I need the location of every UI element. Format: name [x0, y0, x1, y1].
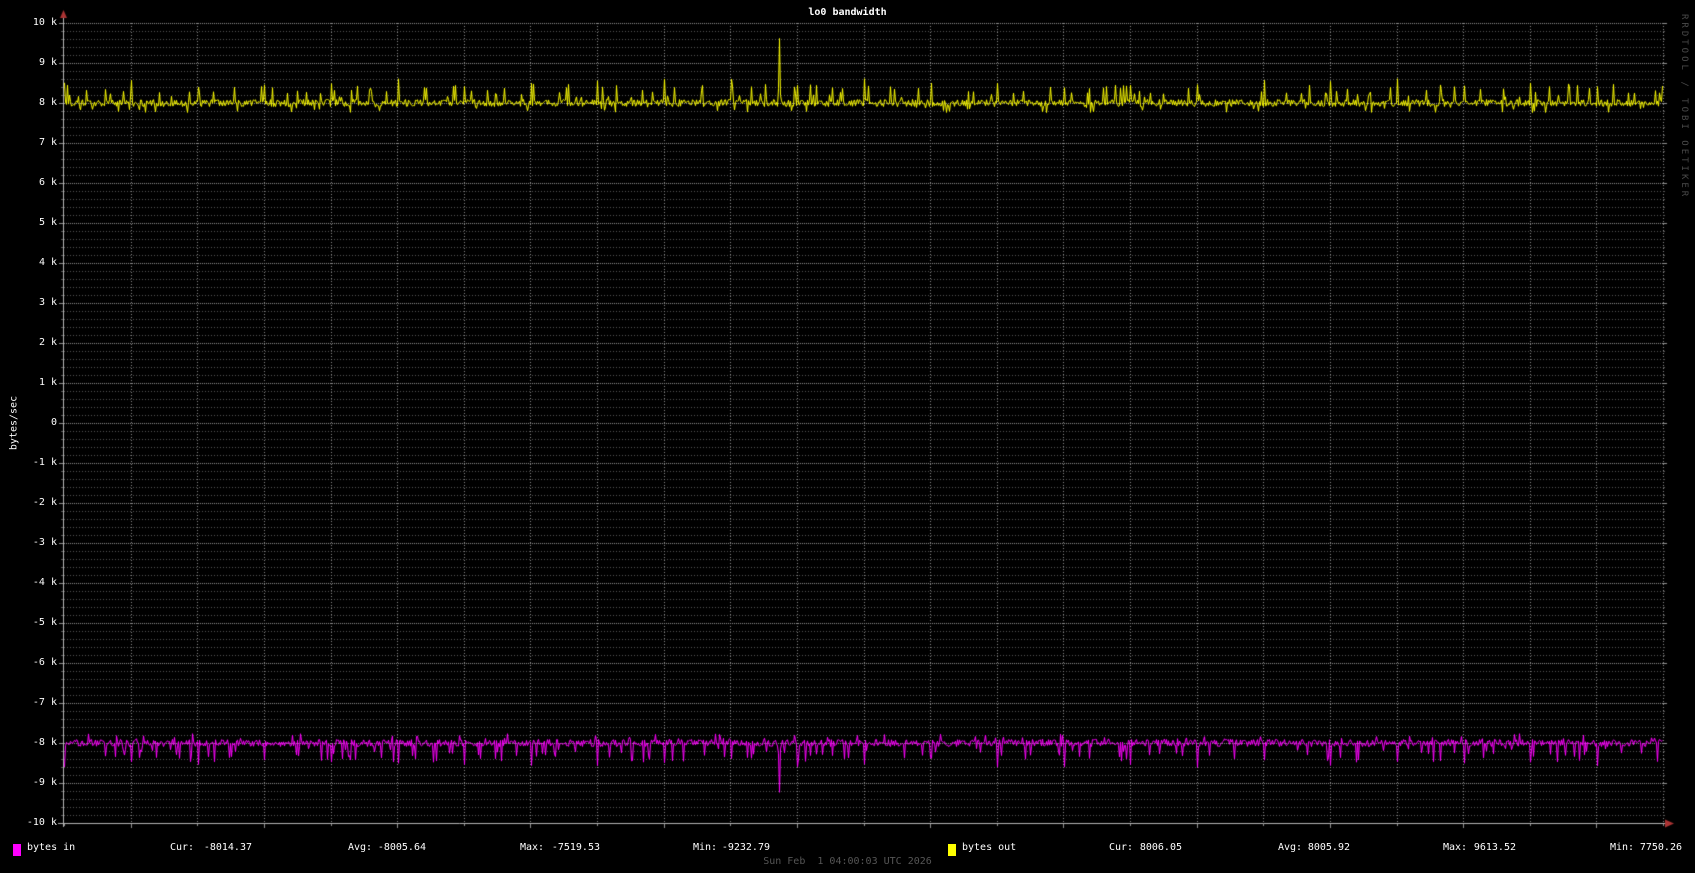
- bytes-out-swatch: [948, 844, 956, 856]
- y-tick-label: -4 k: [32, 577, 57, 588]
- y-tick-label: -1 k: [32, 457, 57, 468]
- page-title: lo0 bandwidth: [808, 7, 887, 18]
- max-value-in: -7519.53: [551, 842, 600, 853]
- y-tick-label: 0: [50, 417, 57, 428]
- y-tick-label: 8 k: [38, 97, 57, 108]
- y-tick-label: -10 k: [26, 817, 57, 828]
- cur-value-in: -8014.37: [203, 842, 252, 853]
- graph-timestamp: Sun Feb 1 04:00:03 UTC 2026: [763, 856, 932, 867]
- y-tick-label: -8 k: [32, 737, 57, 748]
- cur-label-in: Cur:: [170, 842, 195, 853]
- max-label-out: Max:: [1443, 842, 1468, 853]
- y-tick-label: -3 k: [32, 537, 57, 548]
- y-tick-label: 6 k: [38, 177, 57, 188]
- legend-bytes-out-label: bytes out: [962, 842, 1017, 853]
- min-label-in: Min:: [693, 842, 718, 853]
- avg-value-out: 8005.92: [1307, 842, 1350, 853]
- min-label-out: Min:: [1610, 842, 1635, 853]
- rrdtool-watermark: RRDTOOL / TOBI OETIKER: [1679, 14, 1689, 200]
- y-tick-label: -7 k: [32, 697, 57, 708]
- y-tick-label: 1 k: [38, 377, 57, 388]
- bytes-in-swatch: [13, 844, 21, 856]
- min-value-out: 7750.26: [1639, 842, 1682, 853]
- min-value-in: -9232.79: [721, 842, 770, 853]
- legend: bytes in Cur: -8014.37 Avg: -8005.64 Max…: [0, 842, 1695, 856]
- y-tick-label: 4 k: [38, 257, 57, 268]
- avg-label-in: Avg:: [348, 842, 373, 853]
- y-tick-label: 10 k: [32, 17, 57, 28]
- legend-bytes-in-label: bytes in: [27, 842, 76, 853]
- avg-value-in: -8005.64: [377, 842, 426, 853]
- max-label-in: Max:: [520, 842, 545, 853]
- y-tick-label: 5 k: [38, 217, 57, 228]
- y-tick-label: 7 k: [38, 137, 57, 148]
- y-tick-label: -9 k: [32, 777, 57, 788]
- cur-value-out: 8006.05: [1139, 842, 1182, 853]
- y-tick-label: -6 k: [32, 657, 57, 668]
- y-tick-label: 9 k: [38, 57, 57, 68]
- y-tick-label: 2 k: [38, 337, 57, 348]
- avg-label-out: Avg:: [1278, 842, 1303, 853]
- y-tick-label: 3 k: [38, 297, 57, 308]
- y-tick-label: -5 k: [32, 617, 57, 628]
- y-tick-label: -2 k: [32, 497, 57, 508]
- max-value-out: 9613.52: [1473, 842, 1516, 853]
- cur-label-out: Cur:: [1109, 842, 1134, 853]
